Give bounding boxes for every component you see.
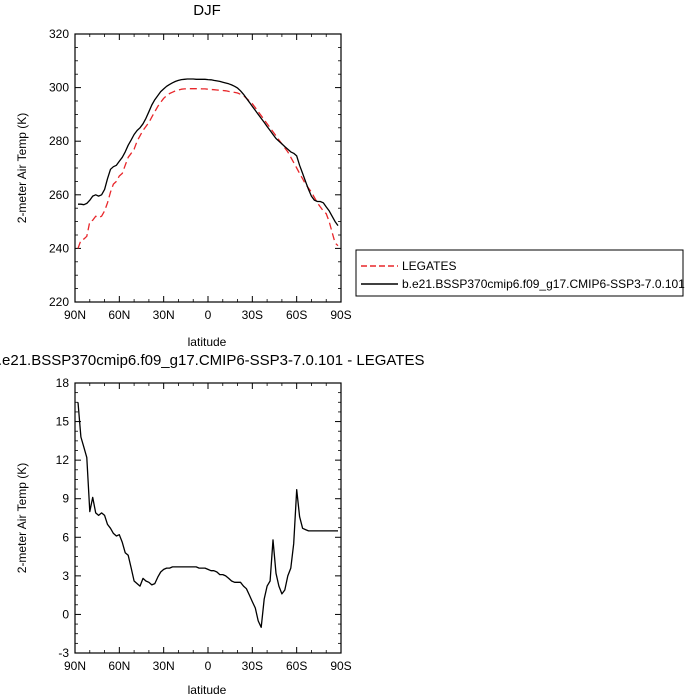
bottom-x-tick-label: 60N	[108, 659, 130, 673]
top-x-tick-label: 30N	[153, 308, 175, 322]
top-x-ticks: 90N 60N 30N 0 30S 60S 90S	[64, 34, 352, 322]
bottom-y-axis-label: 2-meter Air Temp (K)	[15, 463, 29, 573]
bottom-y-tick-label: 6	[62, 530, 69, 544]
top-x-tick-label: 60N	[108, 308, 130, 322]
legend: LEGATES b.e21.BSSP370cmip6.f09_g17.CMIP6…	[355, 249, 685, 297]
bottom-x-axis-label: latitude	[188, 683, 227, 697]
bottom-chart: b.e21.BSSP370cmip6.f09_g17.CMIP6-SSP3-7.…	[0, 352, 424, 697]
bottom-y-tick-label: 18	[56, 376, 70, 390]
bottom-chart-title: b.e21.BSSP370cmip6.f09_g17.CMIP6-SSP3-7.…	[0, 352, 424, 369]
bottom-y-ticks: -3 0 3 6 9 12 15 18	[56, 376, 341, 660]
top-y-axis-label: 2-meter Air Temp (K)	[15, 113, 29, 223]
bottom-y-tick-label: 0	[62, 607, 69, 621]
bottom-x-ticks: 90N 60N 30N 0 30S 60S 90S	[64, 383, 352, 673]
bottom-x-tick-label: 30S	[242, 659, 263, 673]
top-x-tick-label: 0	[205, 308, 212, 322]
bottom-y-tick-label: -3	[58, 646, 69, 660]
bottom-x-tick-label: 30N	[153, 659, 175, 673]
top-x-axis-label: latitude	[188, 335, 227, 349]
top-x-tick-label: 30S	[242, 308, 263, 322]
top-y-tick-label: 280	[49, 134, 69, 148]
top-y-tick-label: 220	[49, 295, 69, 309]
legend-label-legates: LEGATES	[402, 259, 456, 273]
bottom-y-tick-label: 15	[56, 415, 70, 429]
bottom-x-tick-label: 0	[205, 659, 212, 673]
top-series-line-legates	[77, 88, 339, 249]
legend-box	[355, 249, 684, 297]
top-x-tick-label: 60S	[286, 308, 307, 322]
bottom-x-tick-label: 90S	[330, 659, 351, 673]
top-chart: DJF 90N 60N 30N 0 30S 60S 90S 220 240 260 280 300 3…	[15, 2, 352, 349]
top-y-tick-label: 300	[49, 81, 69, 95]
bottom-series-line-series-0	[77, 402, 338, 628]
bottom-plot-frame	[74, 382, 342, 654]
bottom-x-tick-label: 60S	[286, 659, 307, 673]
bottom-x-tick-label: 90N	[64, 659, 86, 673]
top-y-ticks: 220 240 260 280 300 320	[49, 27, 341, 309]
top-series-line-b-e21-bssp370cmip6-f09-g17-cmip6-ssp3-7-0-101	[78, 78, 339, 226]
bottom-series-group	[77, 402, 338, 628]
bottom-y-tick-label: 9	[62, 492, 69, 506]
top-chart-title: DJF	[193, 2, 221, 19]
top-y-tick-label: 260	[49, 188, 69, 202]
top-x-tick-label: 90N	[64, 308, 86, 322]
top-series-group	[77, 78, 339, 249]
top-y-tick-label: 320	[49, 27, 69, 41]
bottom-y-tick-label: 12	[56, 453, 70, 467]
top-y-tick-label: 240	[49, 241, 69, 255]
legend-label-model: b.e21.BSSP370cmip6.f09_g17.CMIP6-SSP3-7.…	[402, 277, 685, 291]
top-x-tick-label: 90S	[330, 308, 351, 322]
bottom-y-tick-label: 3	[62, 569, 69, 583]
